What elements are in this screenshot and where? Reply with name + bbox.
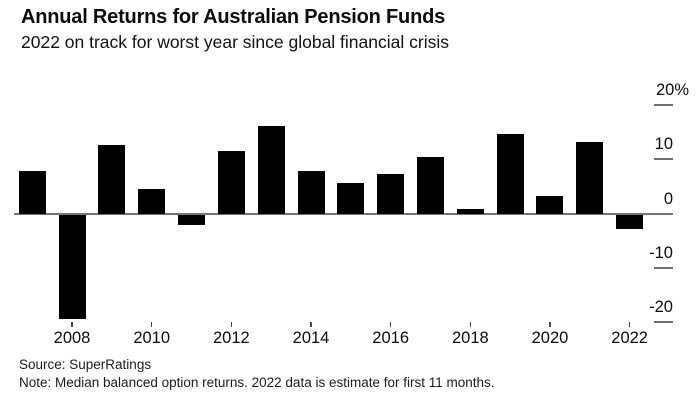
x-axis-label-2012: 2012 — [212, 329, 250, 347]
x-axis-tick-2020 — [549, 321, 551, 327]
bar-2018 — [456, 209, 484, 215]
y-axis-label-0: 0 — [663, 189, 673, 208]
bar-2009 — [98, 144, 126, 215]
bar-2012 — [217, 150, 245, 215]
methodology-note: Note: Median balanced option returns. 20… — [19, 375, 495, 390]
y-axis-label--20: -20 — [649, 297, 673, 316]
bar-2020 — [536, 196, 564, 215]
bar-2017 — [417, 156, 444, 215]
x-axis-tick-2014 — [310, 321, 312, 327]
y-axis-label-10: 10 — [654, 135, 673, 154]
x-axis-tick-2016 — [389, 321, 392, 327]
x-axis-label-2018: 2018 — [451, 329, 489, 347]
y-axis-tick--10 — [653, 266, 673, 269]
x-axis-tick-2012 — [230, 321, 233, 327]
bar-2007 — [18, 170, 46, 215]
y-axis-label--10: -10 — [649, 243, 673, 262]
bar-2016 — [377, 174, 405, 215]
bar-2011 — [178, 214, 206, 225]
x-axis-tick-2010 — [150, 321, 153, 327]
source-note: Source: SuperRatings — [19, 357, 152, 372]
x-axis-tick-2008 — [71, 321, 73, 327]
x-axis-tick-2018 — [469, 321, 472, 327]
x-axis-label-2008: 2008 — [53, 329, 91, 347]
x-axis-label-2022: 2022 — [611, 329, 648, 347]
y-axis-tick-10 — [653, 158, 673, 161]
bar-2019 — [496, 133, 524, 215]
y-axis-tick--20 — [653, 320, 673, 323]
x-axis-label-2016: 2016 — [372, 329, 410, 347]
y-axis-label-20: 20% — [655, 81, 689, 100]
bar-2014 — [297, 170, 325, 215]
y-axis-tick-20 — [653, 104, 673, 107]
bar-2008 — [58, 214, 86, 320]
bar-2022 — [616, 214, 644, 229]
x-axis-label-2010: 2010 — [133, 329, 171, 347]
bar-2013 — [257, 125, 285, 215]
bar-2015 — [337, 183, 365, 215]
x-axis-label-2014: 2014 — [292, 329, 330, 347]
bar-2010 — [138, 189, 166, 215]
chart-title: Annual Returns for Australian Pension Fu… — [21, 6, 446, 28]
chart-subtitle: 2022 on track for worst year since globa… — [21, 32, 449, 52]
x-axis-tick-2022 — [628, 321, 631, 327]
bar-2021 — [576, 141, 604, 215]
x-axis-label-2020: 2020 — [531, 329, 569, 347]
